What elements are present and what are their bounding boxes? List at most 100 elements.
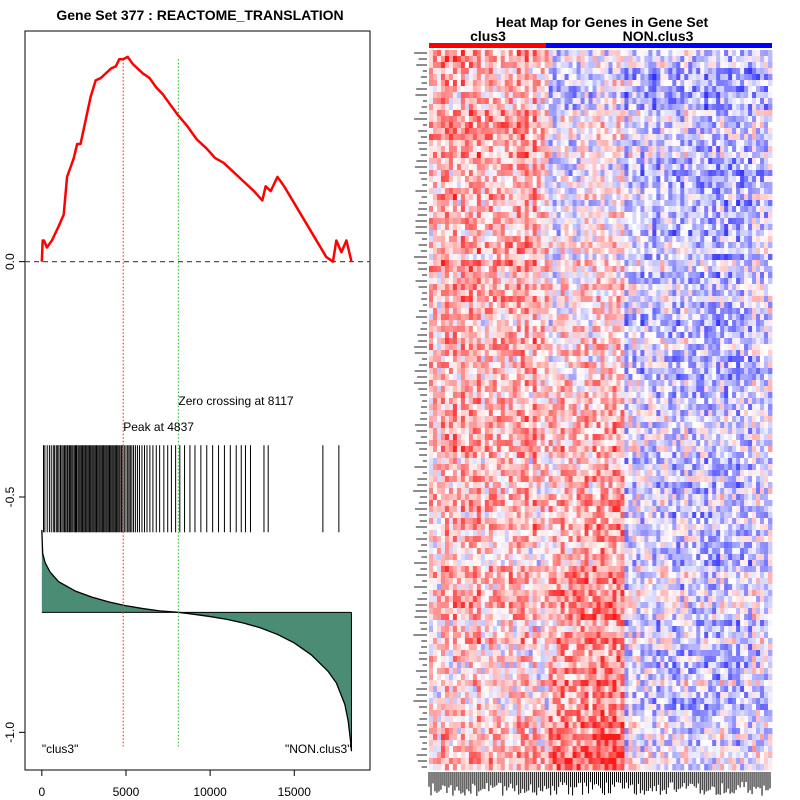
heatmap-cell [732,80,737,87]
heatmap-cell [452,74,458,81]
heatmap-cell [756,236,761,243]
heatmap-cell [460,266,466,273]
heatmap-cell [532,356,538,363]
heatmap-cell [472,164,478,171]
heatmap-cell [676,104,681,111]
heatmap-cell [500,62,506,69]
heatmap-cell [452,188,458,195]
heatmap-cell [748,242,753,249]
heatmap-cell [556,218,562,225]
heatmap-cell [704,230,709,237]
heatmap-cell [524,374,530,381]
heatmap-cell [628,122,633,129]
heatmap-cell [644,74,649,81]
heatmap-cell [584,338,589,345]
heatmap-cell [740,80,745,87]
heatmap-cell [768,254,773,261]
heatmap-cell [472,74,478,81]
heatmap-cell [516,218,522,225]
heatmap-cell [616,146,621,153]
heatmap-cell [716,68,721,75]
heatmap-cell [552,176,558,183]
heatmap-cell [660,380,665,387]
heatmap-cell [740,284,745,291]
heatmap-cell [636,206,641,213]
heatmap-cell [596,206,601,213]
heatmap-cell [504,152,510,159]
heatmap-cell [429,122,434,129]
heatmap-cell [640,314,645,321]
heatmap-cell [592,104,597,111]
heatmap-cell [560,56,566,63]
heatmap-cell [656,320,661,327]
heatmap-cell [472,302,478,309]
heatmap-cell [548,230,554,237]
heatmap-cell [556,230,562,237]
heatmap-cell [464,248,470,255]
heatmap-cell [652,158,657,165]
heatmap-cell [660,290,665,297]
heatmap-cell [484,356,490,363]
heatmap-cell [760,128,765,135]
heatmap-cell [472,206,478,213]
heatmap-cell [648,140,653,147]
heatmap-cell [524,206,530,213]
heatmap-cell [716,152,721,159]
heatmap-cell [684,56,689,63]
heatmap-cell [652,356,657,363]
heatmap-cell [752,122,757,129]
heatmap-cell [760,344,765,351]
heatmap-cell [640,188,645,195]
heatmap-cell [728,344,733,351]
heatmap-cell [552,284,558,291]
heatmap-cell [512,62,518,69]
heatmap-cell [748,104,753,111]
heatmap-cell [720,350,725,357]
heatmap-cell [704,128,709,135]
heatmap-cell [656,206,661,213]
heatmap-cell [572,140,577,147]
heatmap-cell [504,344,510,351]
heatmap-cell [688,326,693,333]
heatmap-cell [472,122,478,129]
heatmap-cell [688,314,693,321]
heatmap-cell [712,362,717,369]
heatmap-cell [668,218,673,225]
heatmap-cell [644,146,649,153]
heatmap-cell [576,308,581,315]
heatmap-cell [448,170,454,177]
heatmap-cell [540,164,546,171]
heatmap-cell [632,320,637,327]
heatmap-cell [636,302,641,309]
heatmap-cell [736,140,741,147]
heatmap-cell [488,272,494,279]
heatmap-cell [672,302,677,309]
heatmap-cell [572,224,577,231]
heatmap-cell [576,194,581,201]
heatmap-cell [532,350,538,357]
heatmap-cell [696,230,701,237]
heatmap-cell [432,194,438,201]
heatmap-cell [592,350,597,357]
heatmap-cell [660,158,665,165]
heatmap-cell [504,248,510,255]
heatmap-cell [500,302,506,309]
heatmap-cell [628,302,633,309]
heatmap-cell [429,338,434,345]
heatmap-cell [476,50,482,57]
heatmap-cell [440,242,446,249]
heatmap-cell [692,98,697,105]
heatmap-cell [708,116,713,123]
heatmap-cell [608,224,613,231]
heatmap-cell [492,236,498,243]
heatmap-cell [436,218,442,225]
heatmap-cell [744,206,749,213]
heatmap-cell [552,158,558,165]
heatmap-cell [644,284,649,291]
heatmap-cell [468,290,474,297]
heatmap-cell [516,158,522,165]
heatmap-cell [652,146,657,153]
heatmap-cell [616,218,621,225]
heatmap-cell [592,326,597,333]
heatmap-cell [560,350,566,357]
